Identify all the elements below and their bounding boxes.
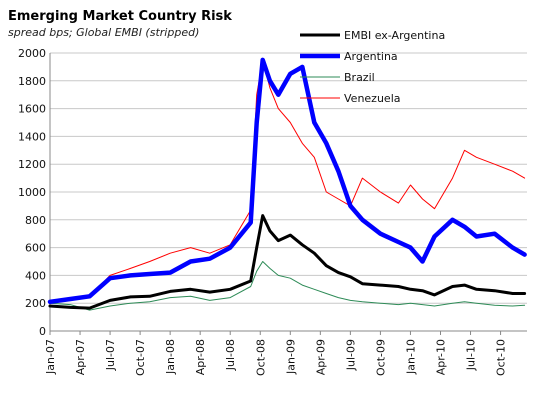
y-tick-label: 600 bbox=[25, 242, 46, 255]
y-tick-label: 1600 bbox=[18, 103, 46, 116]
y-tick-label: 2000 bbox=[18, 47, 46, 60]
x-tick-label: Jan-09 bbox=[284, 339, 297, 375]
legend: EMBI ex-Argentina Argentina Brazil Venezuel… bbox=[300, 29, 445, 105]
x-tick-label: Oct-10 bbox=[495, 339, 508, 376]
x-tick-label: Apr-07 bbox=[74, 339, 87, 375]
chart-subtitle: spread bps; Global EMBI (stripped) bbox=[8, 26, 199, 39]
y-tick-label: 400 bbox=[25, 269, 46, 282]
series-line-venezuela bbox=[49, 59, 526, 304]
y-tick-label: 200 bbox=[25, 297, 46, 310]
y-tick-label: 1800 bbox=[18, 75, 46, 88]
legend-label: Venezuela bbox=[344, 92, 401, 105]
x-tick-label: Jul-10 bbox=[465, 339, 478, 371]
series-line-argentina bbox=[47, 57, 527, 305]
x-tick-label: Apr-09 bbox=[314, 339, 327, 375]
x-axis: Jan-07 Apr-07 Jul-07 Oct-07 Jan-08 Apr-08 Jul-… bbox=[44, 331, 508, 376]
gridlines bbox=[50, 52, 527, 332]
x-tick-label: Oct-08 bbox=[254, 339, 267, 376]
x-tick-label: Jan-08 bbox=[164, 339, 177, 375]
x-tick-label: Jan-07 bbox=[44, 339, 57, 375]
legend-label: Brazil bbox=[344, 71, 375, 84]
y-tick-label: 800 bbox=[25, 214, 46, 227]
y-tick-label: 1400 bbox=[18, 130, 46, 143]
x-tick-label: Jan-10 bbox=[404, 339, 417, 375]
y-axis: 0 200 400 600 800 1000 1200 1400 1600 1800 2000 bbox=[18, 47, 527, 338]
x-tick-label: Oct-09 bbox=[374, 339, 387, 376]
x-tick-label: Jul-07 bbox=[104, 339, 117, 371]
x-tick-label: Apr-08 bbox=[194, 339, 207, 375]
series-line-embi-ex-argentina bbox=[48, 214, 527, 310]
x-tick-label: Oct-07 bbox=[134, 339, 147, 376]
x-tick-label: Apr-10 bbox=[434, 339, 447, 375]
y-tick-label: 1000 bbox=[18, 186, 46, 199]
legend-label: Argentina bbox=[344, 50, 398, 63]
x-tick-label: Jul-09 bbox=[344, 339, 357, 371]
y-tick-label: 0 bbox=[39, 325, 46, 338]
series-line-brazil bbox=[49, 261, 526, 311]
chart-title: Emerging Market Country Risk bbox=[8, 9, 232, 24]
x-tick-label: Jul-08 bbox=[224, 339, 237, 371]
legend-label: EMBI ex-Argentina bbox=[344, 29, 445, 42]
series-lines bbox=[47, 57, 527, 311]
y-tick-label: 1200 bbox=[18, 158, 46, 171]
